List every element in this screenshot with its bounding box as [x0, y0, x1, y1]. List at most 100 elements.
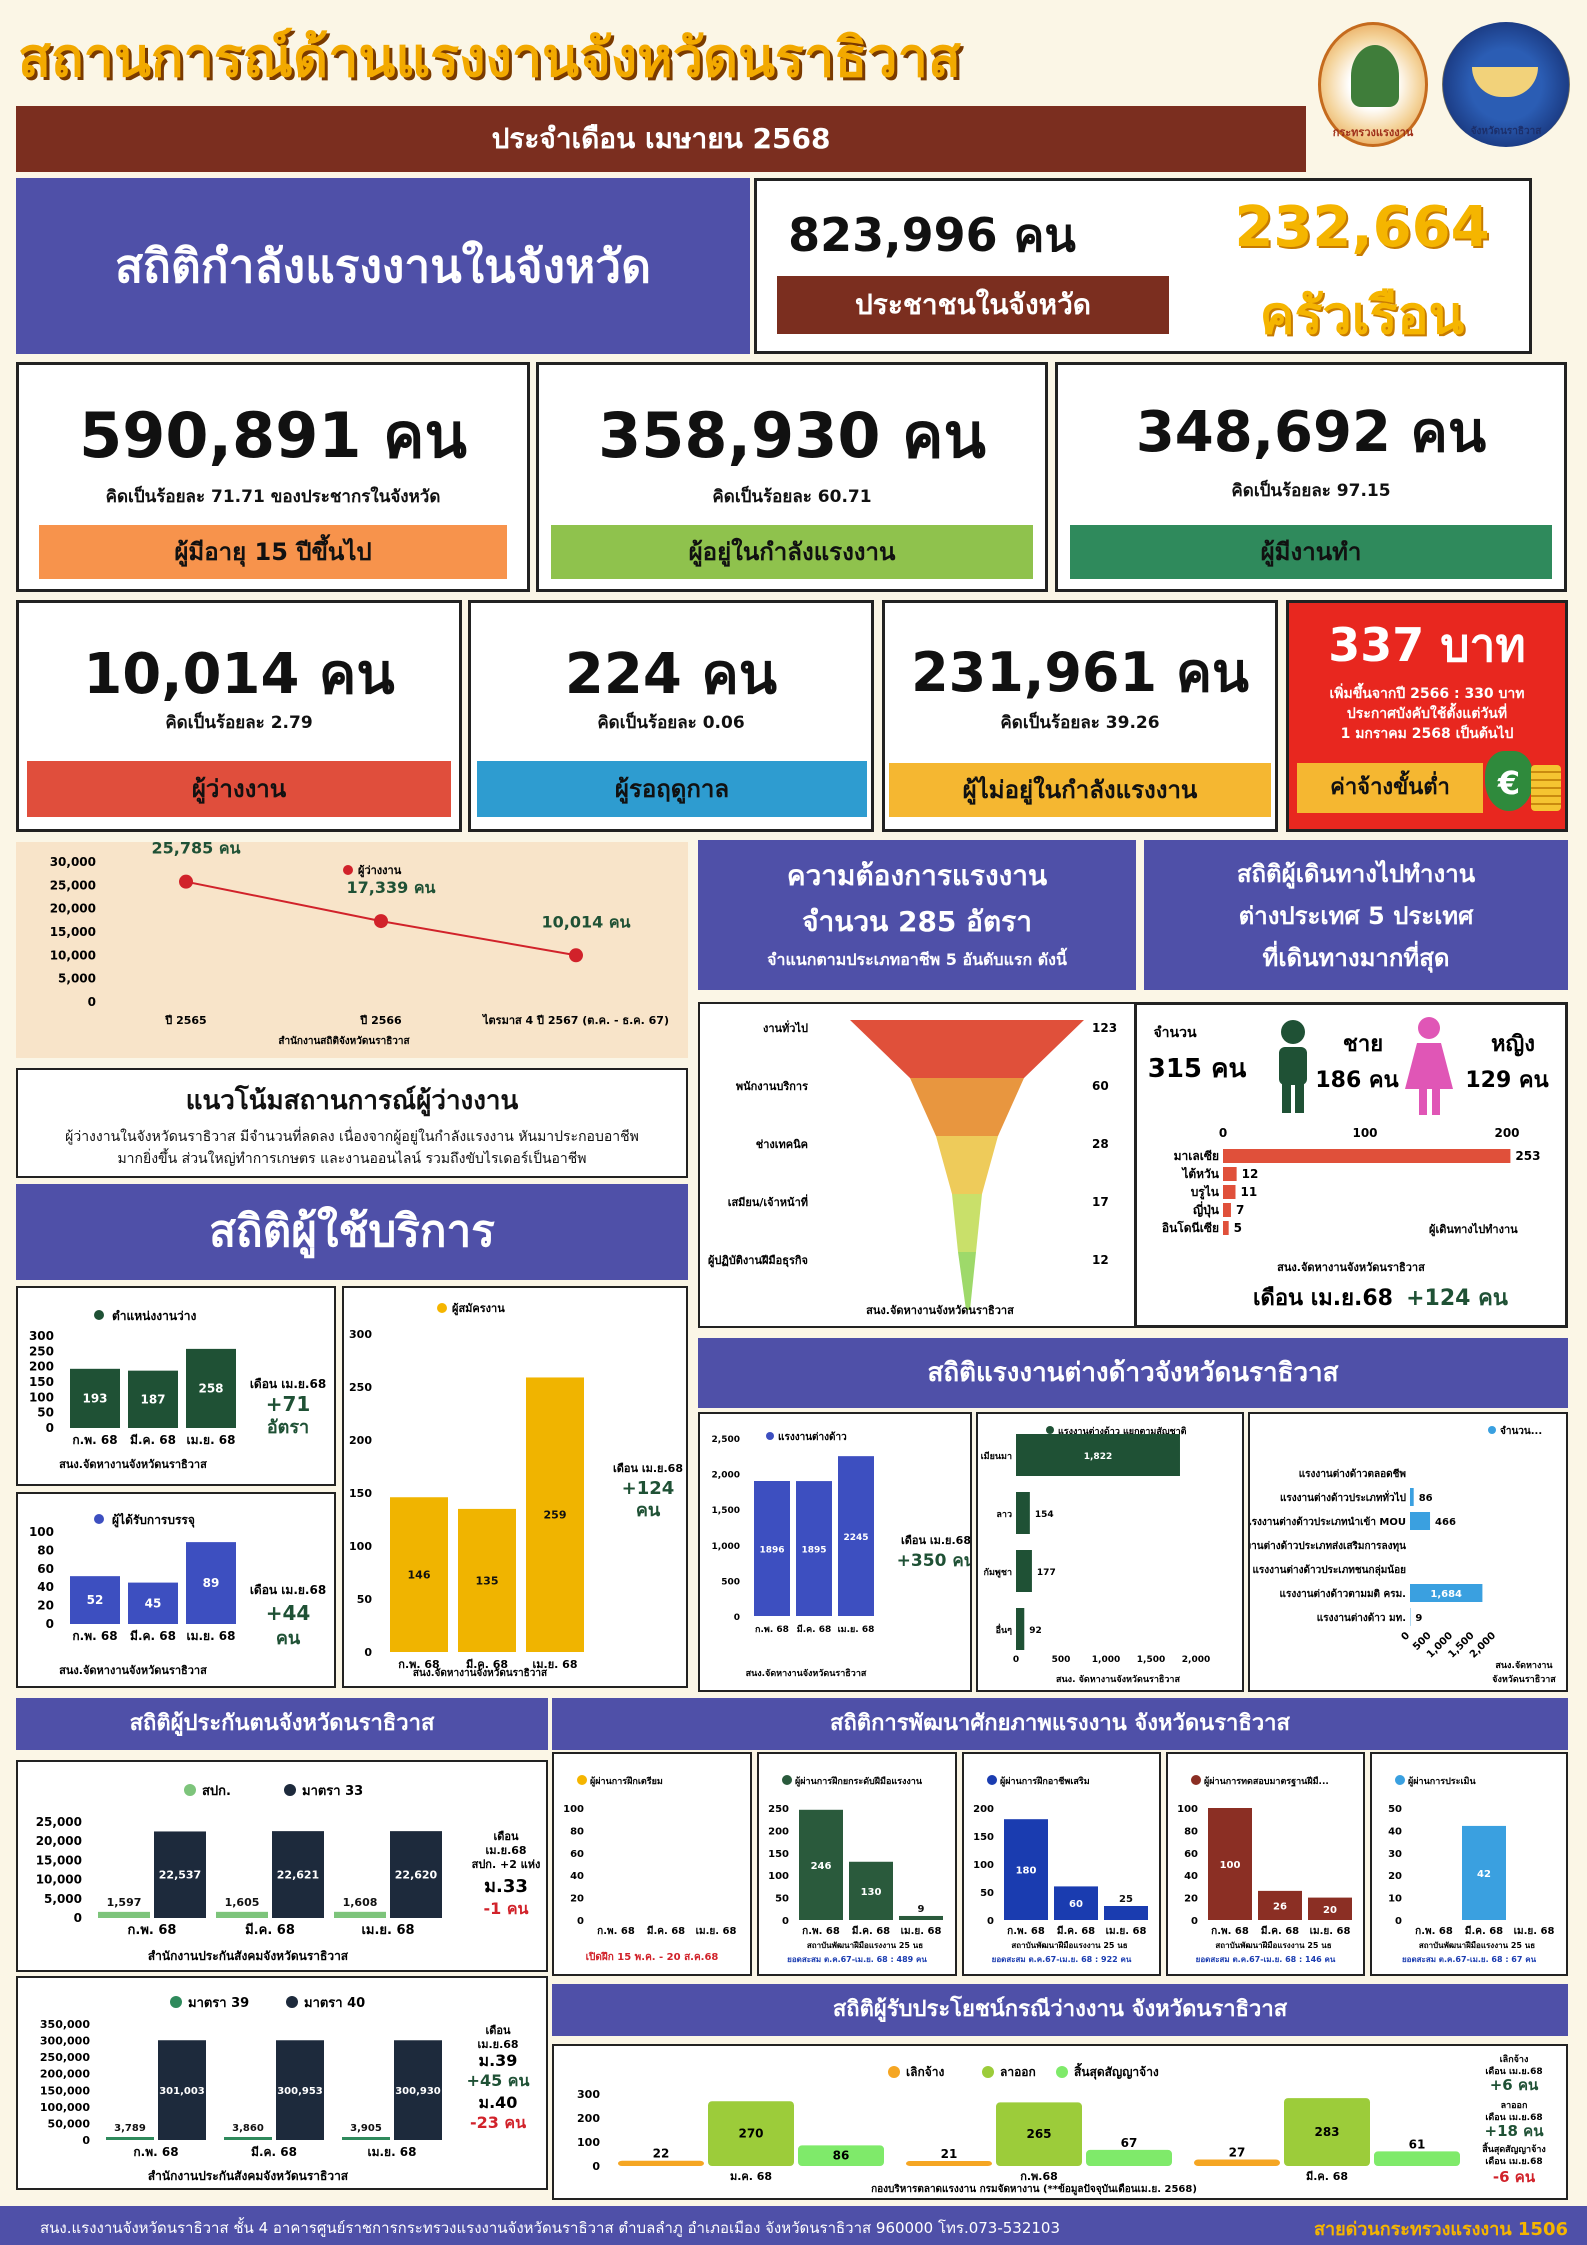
bar — [390, 1831, 442, 1918]
x-tick-label: ก.พ. 68 — [133, 2145, 178, 2159]
note-3: ม.39 — [479, 2051, 518, 2070]
bar — [1374, 2151, 1460, 2166]
y-tick-label: 0 — [88, 995, 96, 1009]
legend-marker — [1395, 1775, 1405, 1785]
data-label: 123 — [1092, 1021, 1117, 1035]
legend-marker — [766, 1432, 774, 1440]
stat-note: คิดเป็นร้อยละ 0.06 — [597, 713, 745, 733]
data-point — [569, 948, 583, 963]
benefit-chart: เลิกจ้าง ลาออก สิ้นสุดสัญญาจ้าง 300 200 10… — [577, 2054, 1546, 2196]
data-point — [179, 874, 193, 889]
legend-marker — [1488, 1426, 1496, 1434]
category-label: แรงงานต่างด้าวประเภทส่งเสริมการลงทุน — [1250, 1540, 1406, 1552]
abroad-title-1: สถิติผู้เดินทางไปทำงาน — [1236, 860, 1476, 888]
legend-label-2: ลาออก — [1000, 2065, 1036, 2079]
note-2: +71 — [266, 1392, 311, 1416]
y-tick-label: 20,000 — [36, 1834, 82, 1848]
note-1: เดือน — [485, 2024, 511, 2037]
stat-card-age15: 590,891 คน คิดเป็นร้อยละ 71.71 ของประชาก… — [16, 362, 530, 592]
data-label: 11 — [1240, 1185, 1257, 1199]
source-label-2: จังหวัดนราธิวาส — [1492, 1674, 1556, 1685]
y-tick-label: 250,000 — [40, 2051, 90, 2064]
legend-label-3: สิ้นสุดสัญญาจ้าง — [1074, 2062, 1159, 2080]
x-tick-label: 2,000 — [1182, 1655, 1210, 1665]
x-tick-label: มี.ค. 68 — [466, 1658, 508, 1671]
bar — [98, 1911, 150, 1918]
total-label: ยอดสะสม ต.ค.67-เม.ย. 68 : 922 คน — [992, 1955, 1132, 1964]
y-tick-label: 0 — [74, 1911, 82, 1925]
data-label: 1895 — [801, 1546, 826, 1556]
legend-marker — [1191, 1775, 1201, 1785]
note-3: สปก. +2 แห่ง — [472, 1858, 541, 1871]
bar — [798, 2145, 884, 2166]
bar — [1223, 1167, 1237, 1181]
note-1c: +6 คน — [1490, 2076, 1539, 2094]
bar — [1104, 1906, 1148, 1920]
data-label: 17 — [1092, 1195, 1109, 1209]
data-label: 67 — [1121, 2136, 1138, 2150]
stat-note: คิดเป็นร้อยละ 97.15 — [1231, 481, 1391, 501]
funnel-segment — [910, 1078, 1024, 1136]
legend-marker-1 — [184, 1784, 196, 1796]
legend-label: ผู้ผ่านการฝึกเตรียม — [590, 1776, 663, 1787]
legend-marker-1 — [888, 2066, 900, 2078]
source-label: สถาบันพัฒนาฝีมือแรงงาน 25 นธ — [807, 1940, 923, 1950]
legend-label: แรงงานต่างด้าว แยกตามสัญชาติ — [1058, 1426, 1187, 1437]
bar — [1410, 1584, 1483, 1602]
data-label: 246 — [811, 1861, 832, 1872]
note-1: เดือน เม.ย.68 — [250, 1583, 326, 1597]
data-label: 7 — [1236, 1203, 1244, 1217]
y-tick-label: 5,000 — [44, 1892, 82, 1906]
skill-chart: ผู้ผ่านการฝึกยกระดับฝีมือแรงงาน 250 200 150… — [768, 1775, 943, 1964]
note-2: +44 — [266, 1601, 311, 1625]
stat-note: คิดเป็นร้อยละ 60.71 — [712, 487, 872, 507]
stat-value: 358,930 คน — [598, 399, 986, 472]
data-label: 154 — [1035, 1510, 1054, 1520]
note-2: เม.ย.68 — [485, 1844, 526, 1857]
x-tick-label: มี.ค. 68 — [1057, 1925, 1095, 1937]
x-tick-label: เม.ย. 68 — [696, 1926, 737, 1937]
legend-label: ผู้ผ่านการทดสอบมาตรฐานฝีมื... — [1204, 1775, 1329, 1787]
bar — [1462, 1825, 1506, 1920]
data-label: 259 — [544, 1509, 567, 1522]
note-5: -1 คน — [484, 1899, 529, 1918]
bar — [1016, 1608, 1025, 1650]
foreign-nat-chart: แรงงานต่างด้าว แยกตามสัญชาติ 0 500 1,000 1,… — [981, 1426, 1210, 1685]
x-tick-label: ก.พ. 68 — [1415, 1926, 1453, 1937]
y-tick-label: 40 — [37, 1580, 54, 1594]
y-tick-label: 300 — [349, 1328, 372, 1341]
x-tick-label: เม.ย. 68 — [186, 1433, 235, 1447]
data-label: 9 — [918, 1904, 925, 1915]
abroad-title-2: ต่างประเทศ 5 ประเทศ — [1238, 902, 1474, 930]
y-tick-label: 200,000 — [40, 2068, 90, 2081]
legend-label-1: สปก. — [202, 1784, 231, 1799]
x-tick-label: มี.ค. 68 — [797, 1624, 832, 1635]
y-tick-label: 30 — [1388, 1849, 1402, 1860]
x-tick-label: ก.พ. 68 — [1211, 1926, 1249, 1937]
note-2: +124 — [622, 1478, 675, 1499]
x-tick-label: 1,500 — [1137, 1655, 1165, 1665]
note-2b: เดือน เม.ย.68 — [1485, 2111, 1542, 2123]
y-tick-label: 150 — [768, 1849, 789, 1860]
demand-title-2: จำนวน 285 อัตรา — [802, 905, 1032, 938]
source-label: สนง. จัดหางานจังหวัดนราธิวาส — [1056, 1674, 1180, 1685]
stat-value: 231,961 คน — [911, 641, 1249, 704]
legend-label: แรงงานต่างด้าว — [778, 1431, 847, 1443]
bar — [1054, 1886, 1098, 1920]
y-tick-label: 200 — [577, 2112, 600, 2125]
bar — [1016, 1550, 1032, 1592]
data-label: 60 — [1092, 1079, 1109, 1093]
bar — [334, 1911, 386, 1918]
legend-label: ตำแหน่งงานว่าง — [112, 1309, 197, 1323]
skill-chart: ผู้ผ่านการฝึกอาชีพเสริม 200 150 100 50 0 180 ก.… — [973, 1775, 1148, 1964]
y-tick-label: 300,000 — [40, 2035, 90, 2048]
data-label: 12 — [1242, 1167, 1259, 1181]
y-tick-label: 10,000 — [36, 1873, 82, 1887]
y-tick-label: 0 — [782, 1916, 789, 1927]
note-3: สิ้นสุดสัญญาจ้าง — [1482, 2142, 1546, 2155]
source-label: สำนักงานประกันสังคมจังหวัดนราธิวาส — [148, 1949, 349, 1963]
skill-panel — [552, 1752, 752, 1976]
y-tick-label: 150 — [973, 1832, 994, 1843]
data-label: 300,930 — [395, 2086, 441, 2097]
legend-marker-1 — [170, 1996, 182, 2008]
